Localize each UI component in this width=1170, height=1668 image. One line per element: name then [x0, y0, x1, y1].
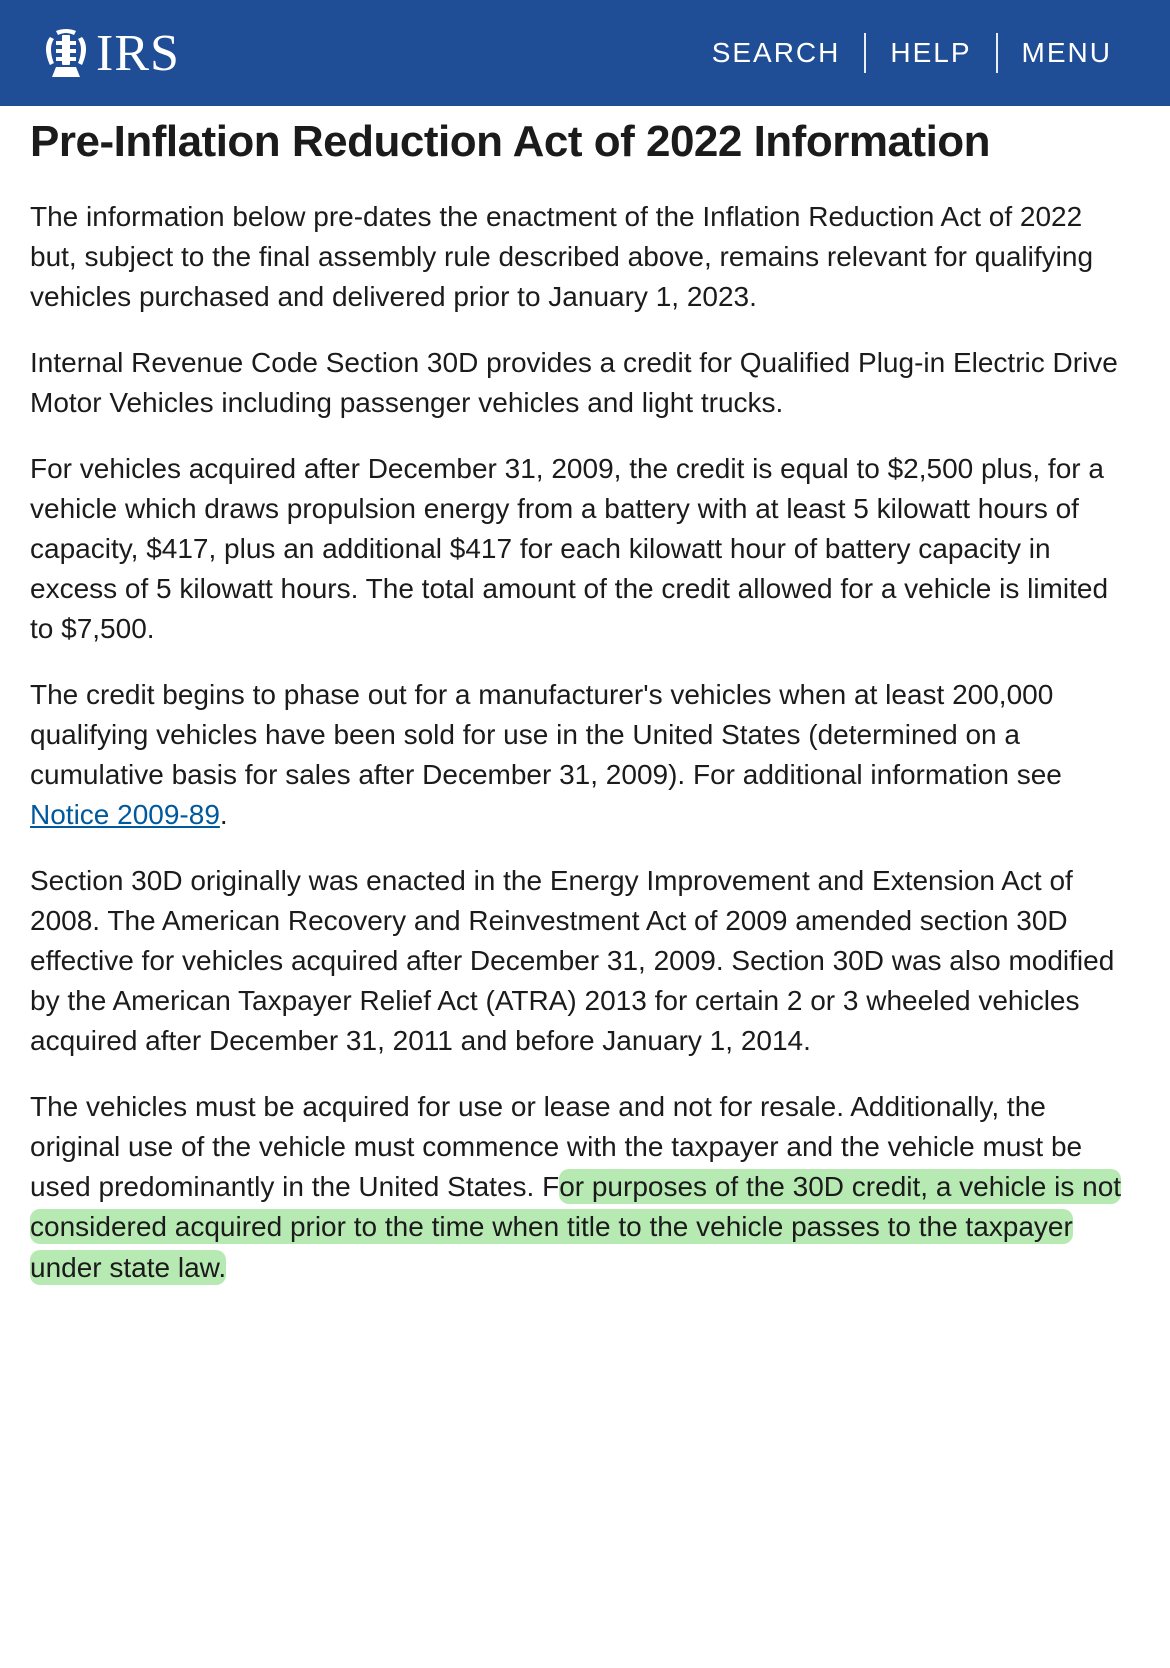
- site-header: IRS SEARCH HELP MENU: [0, 0, 1170, 106]
- top-nav: SEARCH HELP MENU: [688, 33, 1136, 73]
- nav-divider: [996, 33, 998, 73]
- nav-help[interactable]: HELP: [866, 39, 995, 67]
- page-content: Pre-Inflation Reduction Act of 2022 Info…: [0, 106, 1170, 1318]
- intro-paragraph: The information below pre-dates the enac…: [30, 197, 1136, 317]
- brand-logo[interactable]: IRS: [42, 24, 180, 83]
- brand-text: IRS: [96, 24, 180, 83]
- body-paragraph: The credit begins to phase out for a man…: [30, 675, 1136, 835]
- nav-menu[interactable]: MENU: [998, 39, 1136, 67]
- page-title: Pre-Inflation Reduction Act of 2022 Info…: [30, 116, 1136, 169]
- nav-search[interactable]: SEARCH: [688, 39, 865, 67]
- notice-link[interactable]: Notice 2009-89: [30, 799, 220, 830]
- body-text: The credit begins to phase out for a man…: [30, 679, 1062, 790]
- body-paragraph: For vehicles acquired after December 31,…: [30, 449, 1136, 649]
- eagle-icon: [42, 27, 90, 79]
- body-paragraph: Section 30D originally was enacted in th…: [30, 861, 1136, 1061]
- body-text: .: [220, 799, 228, 830]
- body-paragraph: Internal Revenue Code Section 30D provid…: [30, 343, 1136, 423]
- nav-divider: [864, 33, 866, 73]
- body-paragraph: The vehicles must be acquired for use or…: [30, 1087, 1136, 1287]
